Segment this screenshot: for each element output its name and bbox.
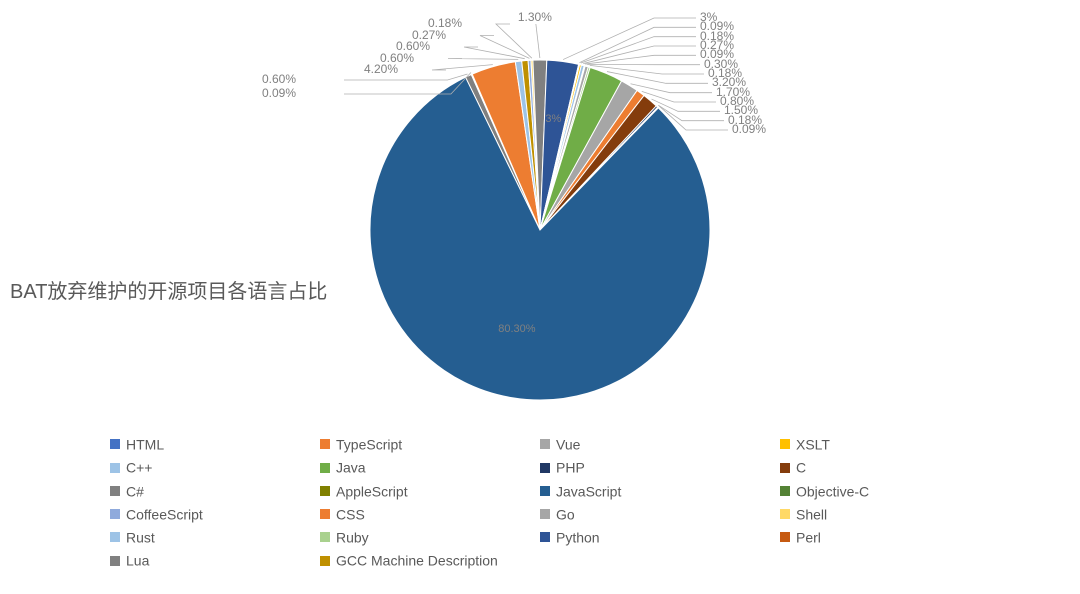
legend-marker xyxy=(540,486,550,496)
legend-marker xyxy=(540,463,550,473)
legend-marker xyxy=(780,439,790,449)
legend-label: HTML xyxy=(126,436,164,452)
legend-marker xyxy=(780,486,790,496)
legend-item: Java xyxy=(320,455,540,478)
legend-marker xyxy=(540,439,550,449)
legend-item: Vue xyxy=(540,432,780,455)
legend-item: CoffeeScript xyxy=(110,502,320,525)
legend-item: C# xyxy=(110,479,320,502)
legend: HTML TypeScript Vue XSLT C++ Java PHP C C# AppleS… xyxy=(110,432,1010,572)
legend-marker xyxy=(110,439,120,449)
legend-item: TypeScript xyxy=(320,432,540,455)
legend-item: PHP xyxy=(540,455,780,478)
legend-marker xyxy=(110,532,120,542)
legend-marker xyxy=(320,532,330,542)
legend-label: AppleScript xyxy=(336,483,408,499)
legend-item: Objective-C xyxy=(780,479,1000,502)
pie-inner-label: 3% xyxy=(545,113,561,125)
legend-label: Rust xyxy=(126,529,155,545)
legend-label: Objective-C xyxy=(796,483,869,499)
legend-marker xyxy=(540,532,550,542)
legend-item: Perl xyxy=(780,525,1000,548)
leader-line xyxy=(536,24,540,58)
pie-label: 1.30% xyxy=(518,10,552,24)
leader-line xyxy=(464,47,525,59)
legend-marker xyxy=(540,509,550,519)
legend-label: TypeScript xyxy=(336,436,402,452)
legend-marker xyxy=(110,463,120,473)
legend-marker xyxy=(320,486,330,496)
legend-label: Ruby xyxy=(336,529,369,545)
leader-line xyxy=(583,46,696,64)
legend-item: Lua xyxy=(110,548,320,571)
pie-chart xyxy=(0,0,1080,430)
pie-big-label: 80.30% xyxy=(498,323,535,335)
legend-label: Perl xyxy=(796,529,821,545)
legend-item: XSLT xyxy=(780,432,1000,455)
legend-label: Python xyxy=(556,529,600,545)
pie-label: 0.60% xyxy=(240,72,296,86)
legend-label: Vue xyxy=(556,436,580,452)
legend-marker xyxy=(320,439,330,449)
legend-label: XSLT xyxy=(796,436,830,452)
legend-label: JavaScript xyxy=(556,483,621,499)
pie-label: 0.09% xyxy=(240,86,296,100)
chart-container: BAT放弃维护的开源项目各语言占比 0.60%0.09%4.20%0.60%0.… xyxy=(0,0,1080,594)
leader-line xyxy=(590,65,704,74)
legend-item: HTML xyxy=(110,432,320,455)
legend-item: Go xyxy=(540,502,780,525)
legend-item: JavaScript xyxy=(540,479,780,502)
legend-marker xyxy=(780,532,790,542)
legend-label: CoffeeScript xyxy=(126,506,203,522)
legend-item: C++ xyxy=(110,455,320,478)
leader-line xyxy=(652,99,720,111)
legend-item: AppleScript xyxy=(320,479,540,502)
pie-label: 0.09% xyxy=(732,122,766,136)
legend-marker xyxy=(320,463,330,473)
leader-line xyxy=(448,59,518,60)
legend-marker xyxy=(780,509,790,519)
legend-item: Ruby xyxy=(320,525,540,548)
legend-item: Rust xyxy=(110,525,320,548)
legend-item: Python xyxy=(540,525,780,548)
legend-marker xyxy=(110,486,120,496)
legend-label: GCC Machine Description xyxy=(336,553,498,569)
legend-label: Lua xyxy=(126,553,149,569)
pie-label: 0.18% xyxy=(406,16,462,30)
legend-marker xyxy=(320,556,330,566)
leader-line xyxy=(496,24,532,58)
legend-label: CSS xyxy=(336,506,365,522)
legend-item: CSS xyxy=(320,502,540,525)
legend-label: C++ xyxy=(126,460,152,476)
legend-label: C xyxy=(796,460,806,476)
legend-item: Shell xyxy=(780,502,1000,525)
legend-marker xyxy=(320,509,330,519)
legend-marker xyxy=(780,463,790,473)
legend-label: Java xyxy=(336,460,366,476)
legend-marker xyxy=(110,556,120,566)
legend-item: GCC Machine Description xyxy=(320,548,540,571)
legend-item: C xyxy=(780,455,1000,478)
legend-label: PHP xyxy=(556,460,585,476)
legend-marker xyxy=(110,509,120,519)
leader-line xyxy=(585,55,696,64)
legend-label: C# xyxy=(126,483,144,499)
legend-label: Go xyxy=(556,506,575,522)
legend-label: Shell xyxy=(796,506,827,522)
